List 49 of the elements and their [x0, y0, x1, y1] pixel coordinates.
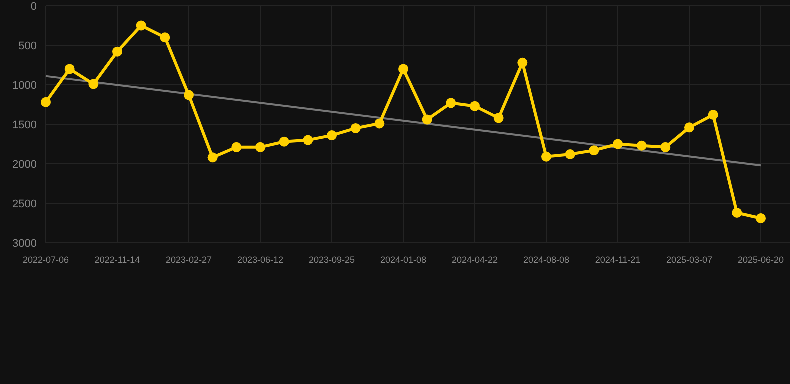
y-tick-label: 0 [30, 0, 37, 13]
point [184, 90, 194, 100]
point [350, 123, 361, 134]
y-tick-label: 500 [18, 40, 37, 52]
point [518, 58, 528, 68]
y-tick-label: 3000 [12, 238, 37, 250]
y-tick-label: 1000 [12, 80, 37, 92]
point [327, 130, 337, 141]
y-tick-label: 2000 [12, 158, 37, 171]
point [160, 32, 170, 43]
x-tick-label: 2022-11-14 [94, 255, 140, 265]
point [542, 152, 552, 162]
x-tick-label: 2022-07-06 [22, 255, 70, 265]
x-tick-label: 2024-01-08 [380, 255, 427, 265]
point [398, 64, 408, 74]
x-tick-label: 2023-06-12 [237, 255, 284, 265]
point [232, 142, 242, 152]
y-tick-label: 1500 [12, 119, 37, 132]
x-tick-label: 2024-11-21 [595, 255, 641, 265]
point [660, 142, 671, 152]
y-tick-label: 2500 [12, 198, 37, 210]
x-tick-label: 2025-03-07 [666, 255, 713, 265]
point [64, 64, 75, 74]
point [470, 101, 480, 112]
point [88, 79, 99, 90]
point [589, 146, 600, 156]
x-tick-label: 2024-04-22 [452, 255, 498, 265]
point [446, 98, 456, 108]
point [422, 114, 432, 125]
point [112, 46, 122, 57]
point [494, 113, 504, 124]
x-tick-label: 2023-09-25 [308, 255, 356, 265]
point [374, 118, 385, 129]
point [303, 135, 314, 146]
point [136, 20, 146, 31]
point [613, 139, 623, 150]
point [279, 136, 290, 147]
point [565, 150, 576, 160]
point [41, 97, 51, 108]
point [636, 140, 647, 151]
point [208, 152, 218, 163]
x-tick-label: 2023-02-27 [166, 255, 212, 265]
point [708, 110, 718, 120]
point [256, 142, 266, 152]
x-tick-label: 2024-08-08 [523, 255, 570, 265]
point [756, 214, 766, 224]
x-tick-label: 2025-06-20 [738, 255, 784, 265]
point [732, 208, 742, 218]
point [684, 122, 694, 133]
